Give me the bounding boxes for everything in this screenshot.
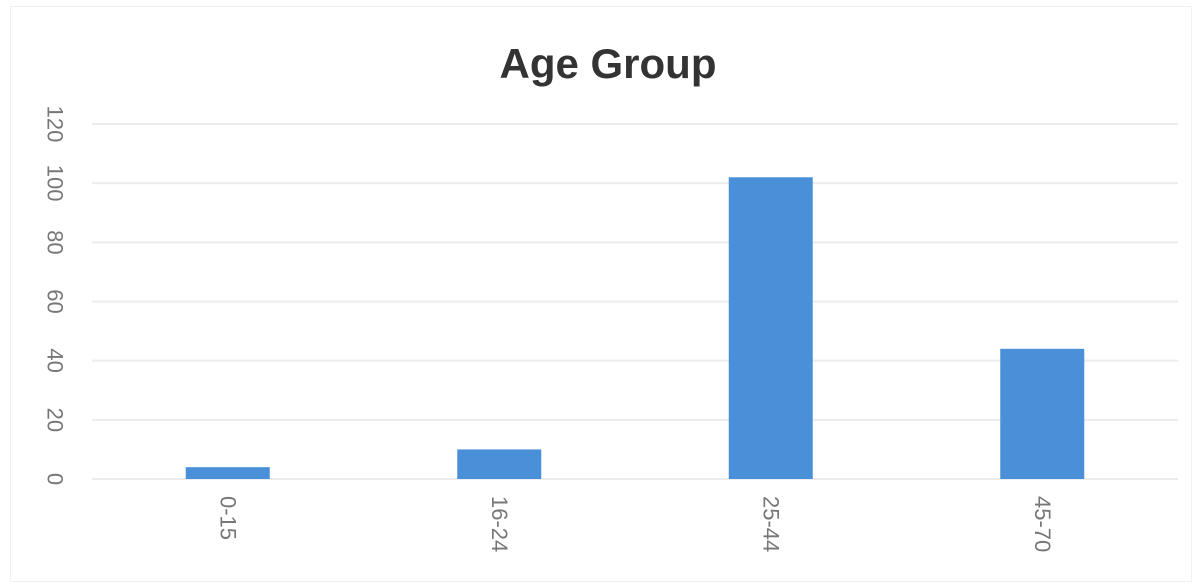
y-tick-label: 120: [43, 106, 68, 143]
x-tick-label: 16-24: [487, 496, 512, 552]
y-tick-label: 100: [43, 165, 68, 202]
y-tick-label: 0: [43, 473, 68, 485]
chart-frame: [10, 6, 1192, 582]
chart-title: Age Group: [500, 40, 717, 87]
x-axis-ticks: 0-15 16-24 25-44 45-70: [215, 496, 1055, 552]
bar-0-15: [185, 467, 270, 479]
y-tick-label: 80: [43, 230, 68, 254]
bar-45-70: [1000, 348, 1085, 479]
bar-16-24: [457, 449, 542, 479]
y-tick-label: 40: [43, 348, 68, 372]
y-axis-ticks: 0 20 40 60 80 100 120: [43, 106, 68, 485]
y-tick-label: 20: [43, 408, 68, 432]
grid-layer: [92, 123, 1178, 480]
bar-25-44: [728, 177, 813, 479]
x-tick-label: 25-44: [758, 496, 783, 552]
x-tick-label: 0-15: [215, 496, 240, 540]
x-tick-label: 45-70: [1030, 496, 1055, 552]
bars: [185, 177, 1085, 479]
y-tick-label: 60: [43, 289, 68, 313]
